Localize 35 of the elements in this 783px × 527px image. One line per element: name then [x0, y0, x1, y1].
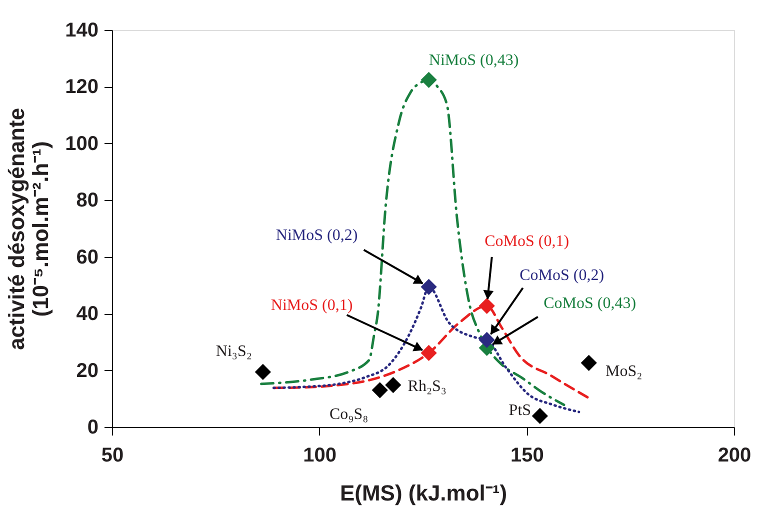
point	[532, 408, 548, 424]
y-tick-label: 40	[76, 303, 98, 326]
y-tick-label: 0	[87, 416, 98, 438]
annotation: NiMoS (0,2)	[276, 226, 358, 244]
y-tick-label: 120	[65, 76, 98, 98]
annotation: Ni₃S₂	[216, 342, 252, 360]
y-tick-label: 140	[65, 20, 98, 42]
point	[385, 376, 402, 394]
x-axis-title: E(MS) (kJ.mol⁻¹)	[340, 480, 508, 506]
annotation: Rh₂S₃	[408, 378, 447, 396]
x-tick-label: 200	[718, 444, 752, 466]
point	[580, 354, 597, 371]
annotation: CoMoS (0,43)	[544, 294, 636, 312]
annotation: NiMoS (0,43)	[428, 52, 519, 69]
point	[478, 332, 495, 348]
y-tick-label: 100	[65, 132, 98, 155]
annotation: Co₉S₈	[330, 406, 368, 424]
point	[478, 298, 495, 314]
point	[420, 278, 437, 295]
y-axis-title: activité désoxygénante (10⁻⁵.mol.m⁻².h⁻¹)	[4, 108, 54, 350]
annotation: CoMoS (0,1)	[484, 232, 570, 250]
x-tick-label: 100	[303, 444, 337, 466]
annotation: PtS	[508, 402, 532, 419]
y-tick-label: 60	[76, 246, 98, 268]
point	[420, 72, 437, 88]
point	[372, 382, 388, 398]
annotation: NiMoS (0,1)	[270, 296, 353, 314]
annotation: CoMoS (0,2)	[520, 266, 604, 284]
annotation: MoS₂	[606, 362, 642, 380]
y-tick-label: 80	[76, 190, 98, 212]
y-tick-label: 20	[76, 360, 98, 382]
point	[420, 344, 437, 362]
point	[254, 364, 271, 380]
x-tick-label: 50	[101, 444, 124, 466]
x-tick-label: 150	[510, 444, 544, 466]
